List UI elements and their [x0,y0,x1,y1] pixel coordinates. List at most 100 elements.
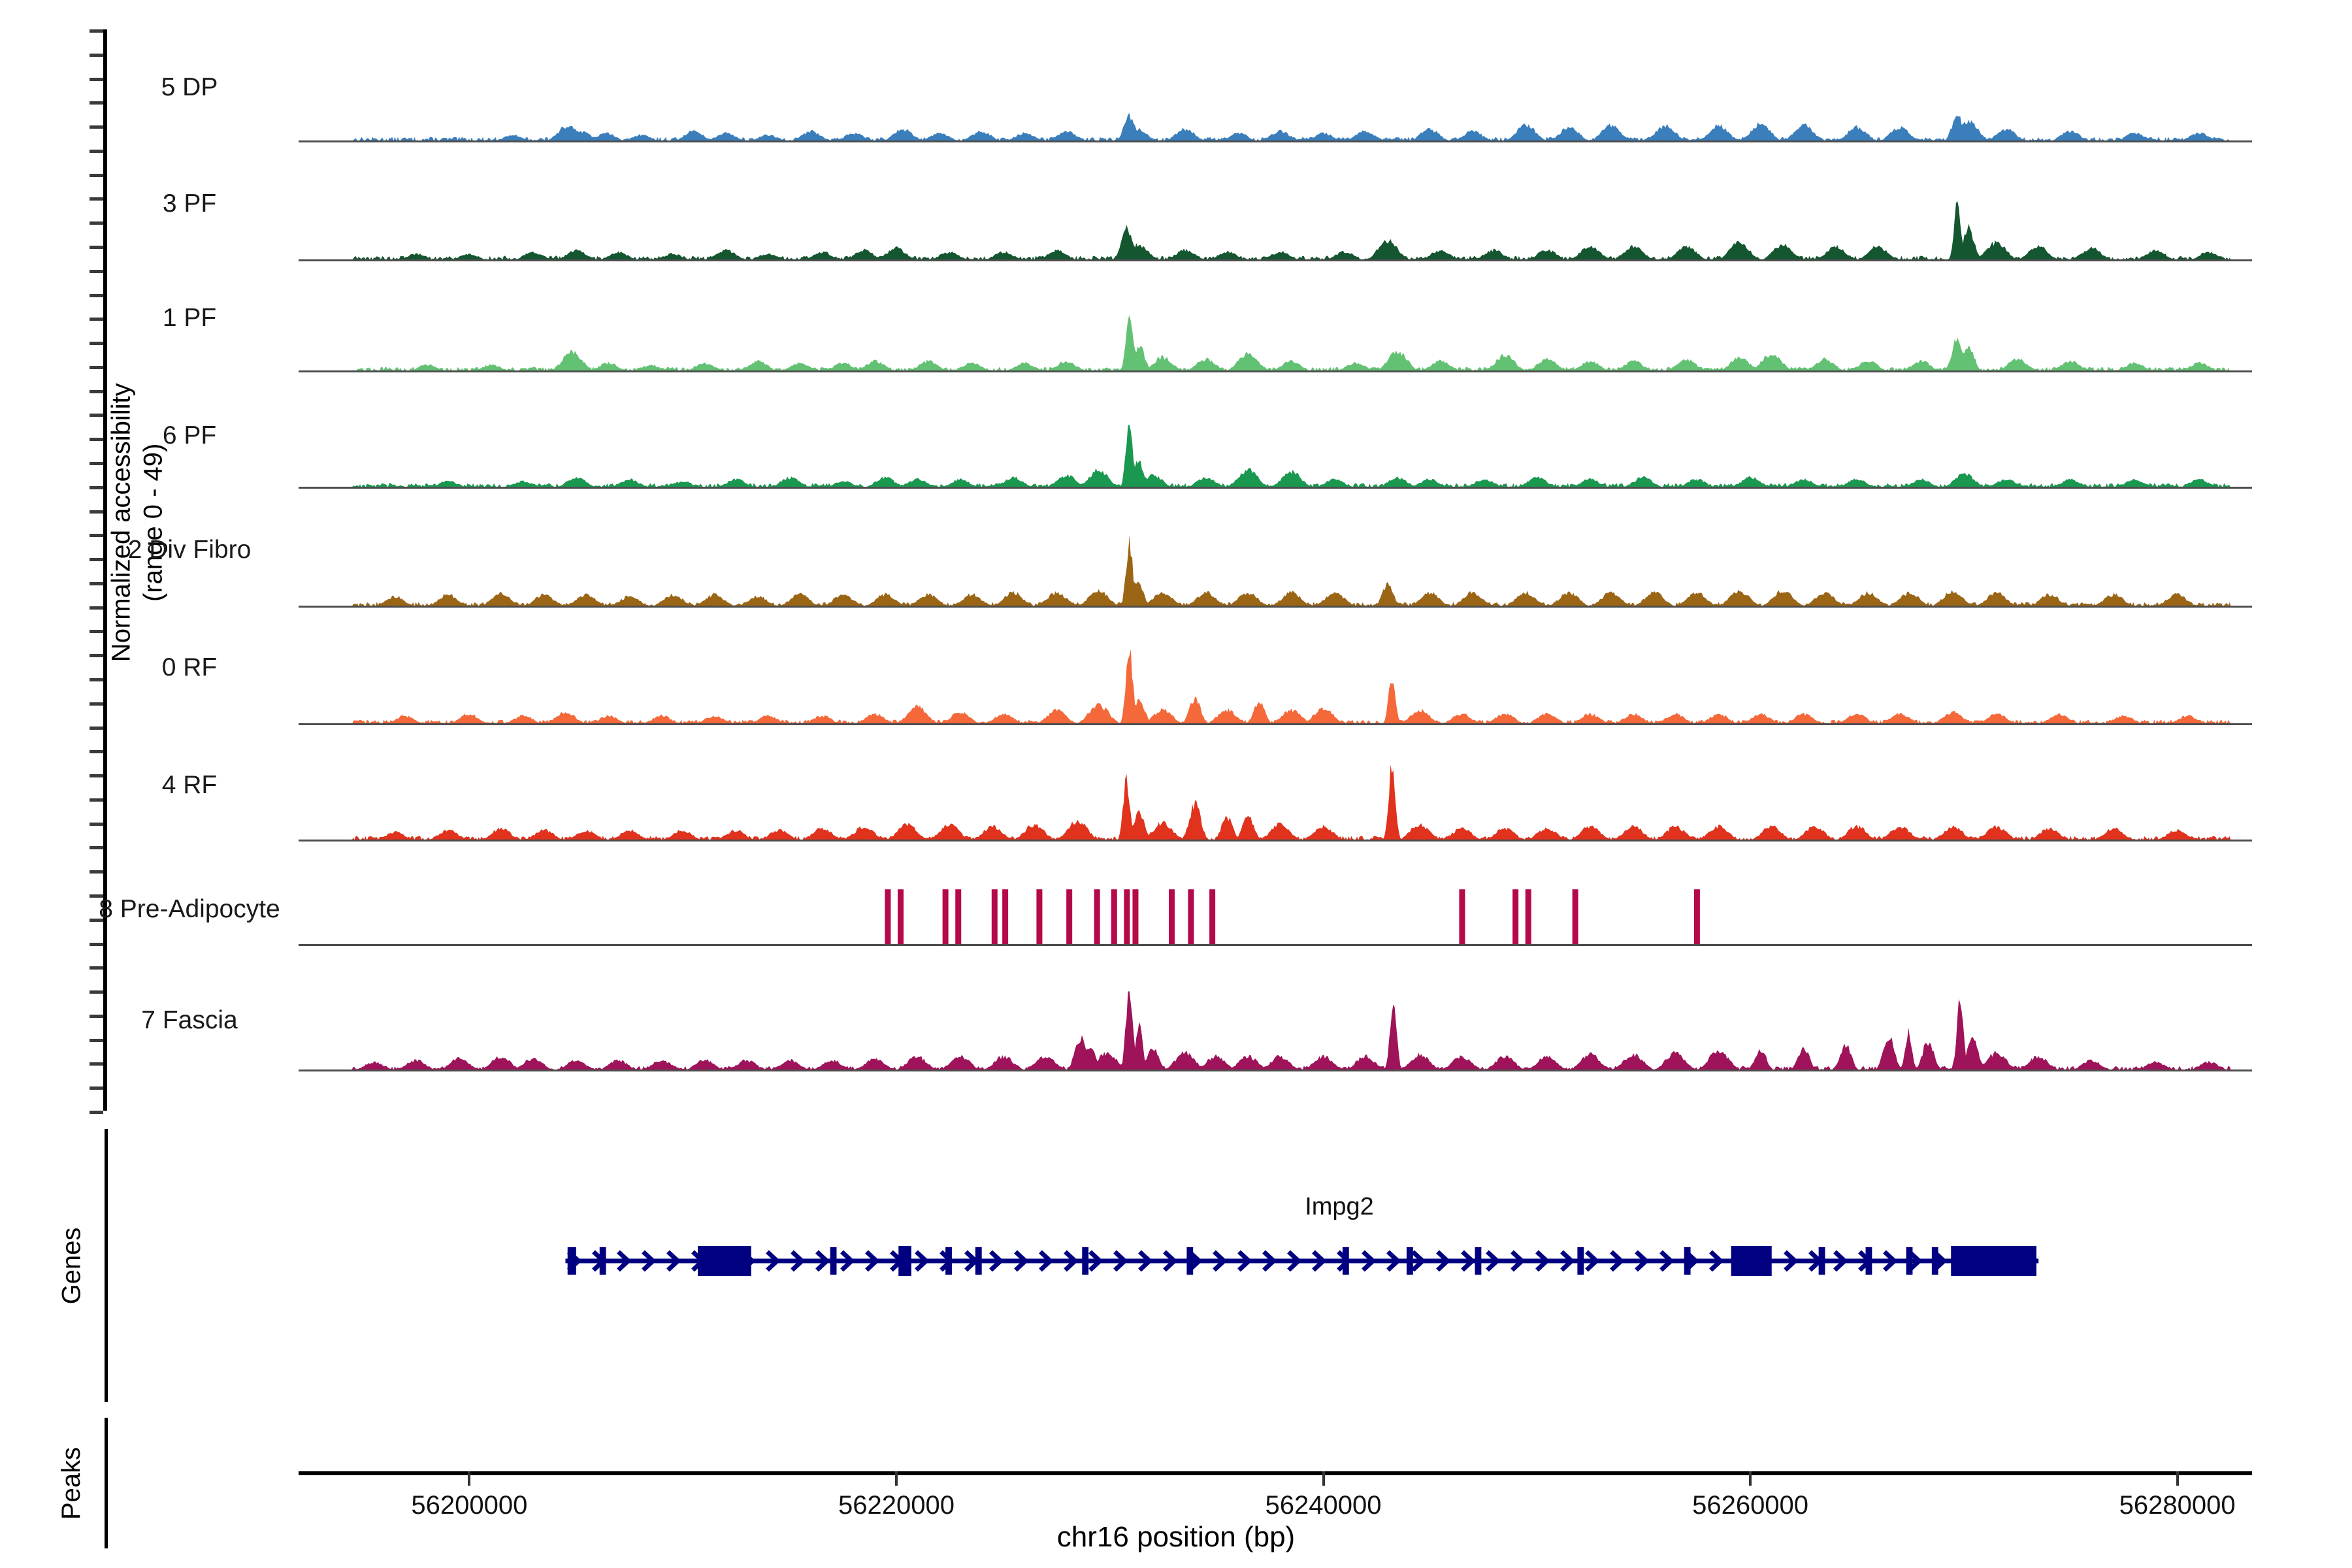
coverage-block [1693,889,1700,946]
y-axis-tick [90,173,103,177]
track-label: 0 RF [161,653,218,681]
y-axis-tick [90,365,103,369]
x-axis-tick [1749,1471,1752,1486]
y-axis-tick [90,1038,103,1042]
gene-strand-arrow [1883,1250,1898,1272]
y-axis-tick [90,558,103,562]
y-axis-tick [90,630,103,634]
y-axis-tick [90,53,103,57]
gene-strand-arrow [1610,1250,1625,1272]
coverage-track[interactable] [299,855,2252,946]
coverage-block [1572,889,1578,946]
y-axis-tick [90,798,103,802]
y-axis-tick [90,726,103,730]
gene-strand-arrow [1138,1250,1153,1272]
coverage-area [299,991,2252,1071]
y-axis-tick [90,438,103,442]
y-axis-tick [90,221,103,225]
gene-exon [1082,1247,1089,1275]
y-axis-tick [90,966,103,970]
gene-strand-arrow [915,1250,930,1272]
gene-strand-arrow [666,1250,681,1272]
coverage-track[interactable] [299,516,2252,608]
y-axis-tick [90,581,103,585]
track-baseline [299,259,2252,261]
coverage-track[interactable] [299,281,2252,372]
gene-strand-arrow [840,1250,855,1272]
coverage-area [299,201,2252,261]
coverage-track[interactable] [299,980,2252,1071]
gene-strand-arrow [766,1250,781,1272]
y-axis-tick [90,702,103,706]
y-axis-tick [90,29,103,33]
gene-strand-arrow [1163,1250,1178,1272]
y-axis-tick [90,870,103,874]
y-axis-tick [90,246,103,249]
x-axis-tick-label: 56200000 [411,1491,528,1520]
x-axis-tick [2176,1471,2179,1486]
y-axis-tick [90,77,103,81]
gene-strand-arrow [1014,1250,1029,1272]
peaks-section-spine [105,1418,108,1548]
coverage-area [299,113,2252,142]
coverage-track[interactable] [299,51,2252,142]
coverage-block [991,889,998,946]
track-label: 6 PF [162,421,217,449]
gene-strand-arrow [989,1250,1004,1272]
gene-strand-arrow [1088,1250,1103,1272]
track-label: 2 Div Fibro [127,536,252,564]
track-label: 1 PF [162,304,217,332]
track-label: 5 DP [161,73,218,101]
coverage-track[interactable] [299,397,2252,489]
coverage-track[interactable] [299,750,2252,841]
y-axis-label: Normalized accessibility (range 0 - 49) [0,340,274,706]
coverage-block [1169,889,1175,946]
coverage-block [955,889,962,946]
y-axis-tick [90,894,103,898]
y-axis-tick [90,942,103,946]
gene-exon [1951,1246,2036,1276]
coverage-block [1459,889,1465,946]
gene-strand-arrow [1287,1250,1302,1272]
peaks-section-label: Peaks [57,1446,86,1520]
gene-strand-arrow [1039,1250,1054,1272]
genes-section-spine [105,1129,108,1402]
gene-exon [1931,1247,1938,1275]
y-axis-tick [90,846,103,850]
gene-strand-arrow [642,1250,657,1272]
coverage-block [885,889,891,946]
y-axis-tick [90,990,103,994]
gene-exon [1186,1247,1194,1275]
gene-exon [1406,1247,1413,1275]
gene-strand-arrow [1064,1250,1079,1272]
x-axis-line [299,1471,2252,1475]
gene-strand-arrow [1511,1250,1526,1272]
y-axis-tick [90,678,103,681]
y-axis-tick [90,534,103,538]
gene-strand-arrow [1560,1250,1575,1272]
gene-exon [1475,1247,1482,1275]
coverage-track[interactable] [299,634,2252,725]
y-axis-tick [90,822,103,826]
y-axis-tick [90,318,103,321]
coverage-block [1209,889,1216,946]
x-axis-tick [468,1471,471,1486]
gene-name-label: Impg2 [1305,1193,1374,1220]
coverage-block [1111,889,1117,946]
y-axis-tick [90,101,103,105]
coverage-block [1525,889,1531,946]
genes-section-label: Genes [57,1227,86,1304]
gene-strand-arrow [1585,1250,1600,1272]
coverage-block [1094,889,1100,946]
x-axis-title: chr16 position (bp) [1056,1521,1296,1553]
coverage-track[interactable] [299,170,2252,261]
y-axis-tick [90,342,103,346]
gene-model-track[interactable] [299,1222,2252,1300]
y-axis-tick [90,197,103,201]
coverage-block [1036,889,1043,946]
x-axis-tick-label: 56280000 [2119,1491,2236,1520]
gene-strand-arrow [1784,1250,1799,1272]
y-axis-tick [90,485,103,489]
coverage-block [942,889,949,946]
gene-exon [599,1247,606,1275]
